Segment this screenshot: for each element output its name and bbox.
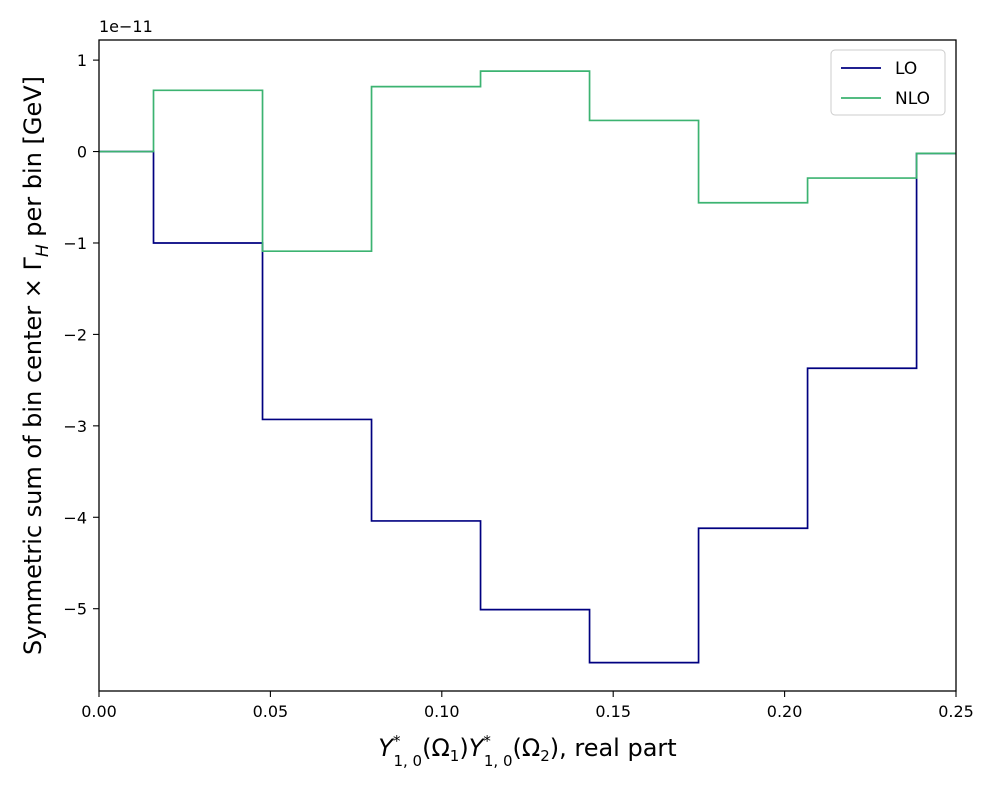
series-line-nlo <box>99 70 956 253</box>
y-tick-label: −3 <box>63 417 87 436</box>
y-offset-label: 1e−11 <box>99 17 153 36</box>
plot-frame <box>98 39 957 692</box>
x-tick-label: 0.00 <box>81 702 117 721</box>
y-tick-label: −4 <box>63 508 87 527</box>
legend: LO NLO <box>830 49 946 116</box>
y-tick-label: −1 <box>63 234 87 253</box>
x-tick-label: 0.10 <box>424 702 460 721</box>
y-tick-label: −2 <box>63 325 87 344</box>
x-tick-label: 0.20 <box>767 702 803 721</box>
y-axis-ticks: 1 0 −1 −2 −3 −4 −5 <box>63 51 99 619</box>
x-tick-label: 0.25 <box>938 702 974 721</box>
legend-label-lo: LO <box>895 59 917 79</box>
x-tick-label: 0.05 <box>253 702 289 721</box>
x-axis-label: Y* 1, 0(Ω1)Y* 1, 0(Ω2), real part <box>378 732 676 770</box>
series-layer <box>99 70 956 664</box>
x-axis-ticks: 0.00 0.05 0.10 0.15 0.20 0.25 <box>81 691 974 721</box>
y-tick-label: 0 <box>77 143 87 162</box>
x-tick-label: 0.15 <box>595 702 631 721</box>
y-tick-label: 1 <box>77 51 87 70</box>
y-tick-label: −5 <box>63 600 87 619</box>
series-line-lo <box>99 150 956 664</box>
legend-label-nlo: NLO <box>895 89 930 109</box>
y-axis-label: Symmetric sum of bin center × ΓH per bin… <box>19 76 53 655</box>
